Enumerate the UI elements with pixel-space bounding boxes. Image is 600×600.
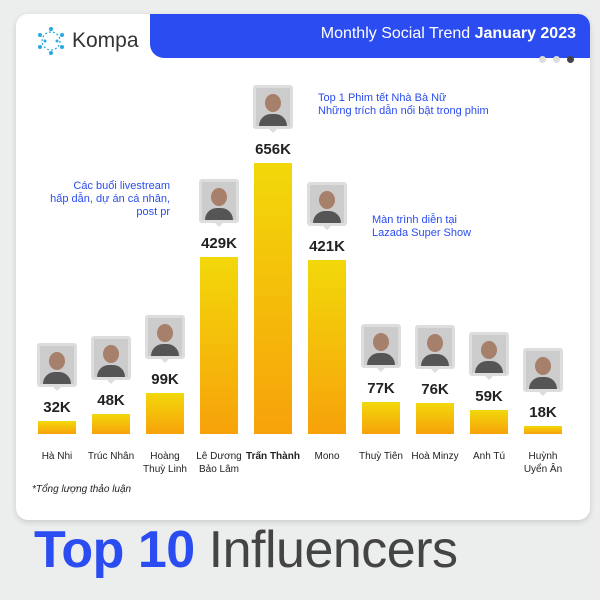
value-label: 59K [475,387,503,405]
title-regular: Monthly Social Trend [320,25,471,42]
header-title: Monthly Social Trend January 2023 [321,25,576,43]
pager-dot[interactable] [553,56,560,63]
pager-dot[interactable] [539,56,546,63]
category-label: Trấn Thành [246,451,300,462]
annotation: Top 1 Phim tết Nhà Bà Nữ Những trích dẫn … [318,92,489,117]
avatar [145,315,185,364]
header-banner: Monthly Social Trend January 2023 [150,14,590,58]
bar [308,260,346,434]
avatar [37,342,77,391]
category-label: Huỳnh Uyển Ân [523,451,563,475]
bar [362,402,400,434]
avatar [523,348,563,396]
value-label: 656K [255,141,291,158]
value-label: 77K [367,380,395,398]
value-label: 18K [529,404,557,421]
value-label: 32K [43,398,71,416]
category-label: Trúc Nhân [87,451,135,462]
annotation: Màn trình diễn tại Lazada Super Show [372,214,472,239]
annotation: Các buổi livestream hấp dẫn, dự án cá nhâ… [50,180,170,218]
bar [416,402,454,434]
category-label: Lê Dương Bảo Lâm [196,451,242,475]
category-label: Hoàng Thuỳ Linh [143,451,187,475]
pager-dot-active[interactable] [567,56,574,63]
avatar [361,324,401,373]
bar [524,426,562,434]
avatar [199,178,239,227]
avatar [307,182,347,231]
value-label: 99K [151,371,179,389]
value-label: 48K [97,392,125,410]
footnote: *Tổng lượng thảo luận [32,484,132,495]
bar [254,163,292,434]
chart-card: Kompa Monthly Social Trend January 2023 … [16,14,590,520]
pager-dots [539,56,574,63]
bar [200,256,238,434]
avatar [469,331,509,380]
category-label: Hoà Minzy [411,451,459,462]
kompa-logo-icon [38,27,64,55]
headline: Top 10 Influencers [34,520,458,580]
value-label: 421K [309,238,345,256]
category-label: Anh Tú [472,451,506,462]
avatar [415,324,455,373]
brand-name: Kompa [72,29,139,52]
value-label: 76K [421,380,449,398]
kompa-logo: Kompa [36,26,139,56]
headline-part1: Top 10 [34,521,195,579]
category-label: Hà Nhi [41,451,73,462]
bar [92,414,130,434]
headline-part2: Influencers [208,521,458,579]
avatar [91,336,131,385]
value-label: 429K [201,234,237,252]
title-bold: January 2023 [474,25,576,42]
avatar [253,85,293,133]
bar [38,420,76,434]
bar [146,393,184,434]
category-label: Mono [314,451,340,462]
category-label: Thuỳ Tiên [359,451,403,462]
bar [470,409,508,434]
